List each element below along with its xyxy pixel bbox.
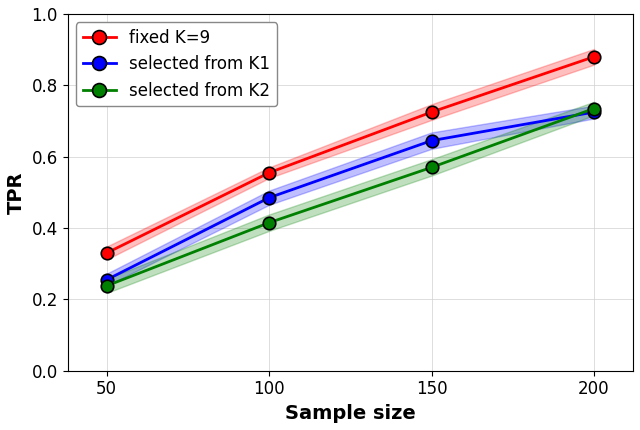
Line: selected from K2: selected from K2: [100, 102, 600, 292]
selected from K1: [265, 195, 273, 200]
selected from K1: [590, 110, 598, 115]
selected from K2: [428, 165, 435, 170]
selected from K2: [590, 106, 598, 111]
fixed K=9: [265, 170, 273, 175]
Line: selected from K1: selected from K1: [100, 106, 600, 286]
Line: fixed K=9: fixed K=9: [100, 50, 600, 259]
Y-axis label: TPR: TPR: [7, 171, 26, 214]
fixed K=9: [590, 54, 598, 59]
selected from K2: [103, 283, 111, 289]
selected from K1: [103, 277, 111, 283]
fixed K=9: [428, 110, 435, 115]
fixed K=9: [103, 250, 111, 255]
selected from K1: [428, 138, 435, 143]
X-axis label: Sample size: Sample size: [285, 404, 416, 423]
selected from K2: [265, 220, 273, 225]
Legend: fixed K=9, selected from K1, selected from K2: fixed K=9, selected from K1, selected fr…: [76, 22, 277, 106]
